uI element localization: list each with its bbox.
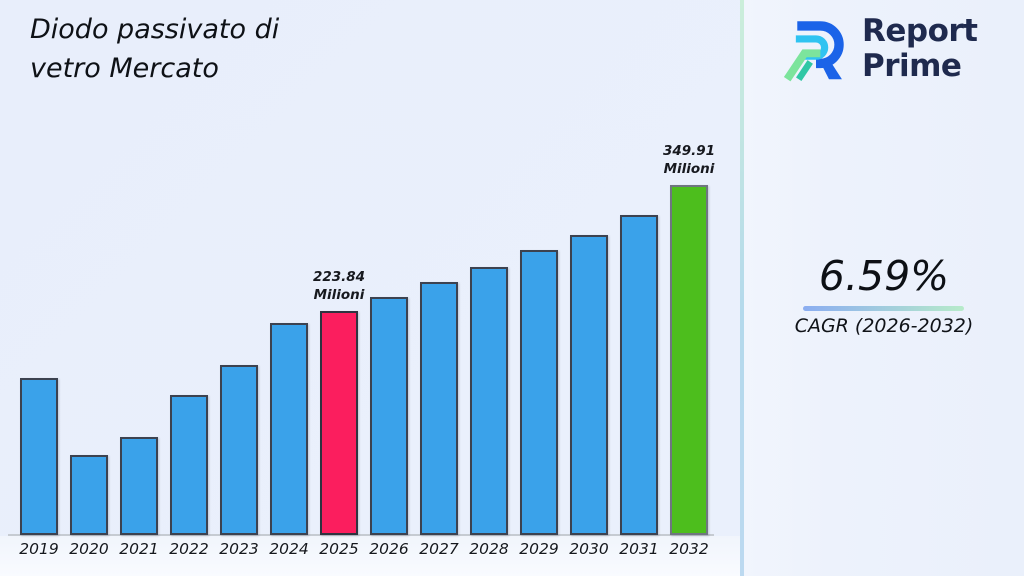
x-axis-line (8, 534, 714, 536)
axis-label-2030: 2030 (569, 540, 609, 558)
axis-label-2021: 2021 (119, 540, 159, 558)
brand-name: Report Prime (862, 12, 978, 84)
bar-2032 (670, 185, 708, 535)
bar-value-label-2032: 349.91 Milioni (662, 143, 716, 177)
bar-2026 (370, 297, 408, 535)
axis-label-2031: 2031 (619, 540, 659, 558)
bar-2031 (620, 215, 658, 535)
axis-label-2027: 2027 (419, 540, 459, 558)
axis-label-2025: 2025 (319, 540, 359, 558)
bar-2029 (520, 250, 558, 535)
axis-label-2022: 2022 (169, 540, 209, 558)
bar-2024 (270, 323, 308, 535)
axis-label-2019: 2019 (19, 540, 59, 558)
axis-label-2029: 2029 (519, 540, 559, 558)
separator-line (740, 0, 744, 576)
brand-name-line1: Report (862, 12, 978, 49)
bar-value-label-2025: 223.84 Milioni (312, 269, 366, 303)
report-prime-logo-icon (783, 21, 844, 82)
axis-label-2028: 2028 (469, 540, 509, 558)
bar-2019 (20, 378, 58, 535)
axis-label-2032: 2032 (669, 540, 709, 558)
axis-label-2020: 2020 (69, 540, 109, 558)
bar-2020 (70, 455, 108, 535)
brand-logo: Report Prime (780, 10, 978, 88)
cagr-value: 6.59% (818, 252, 950, 300)
bar-2027 (420, 282, 458, 535)
bar-2025 (320, 311, 358, 535)
bar-2022 (170, 395, 208, 535)
bar-2028 (470, 267, 508, 535)
page-title: Diodo passivato di vetro Mercato (30, 14, 280, 85)
bar-2023 (220, 365, 258, 535)
cagr-label: CAGR (2026-2032) (794, 315, 974, 337)
bar-2030 (570, 235, 608, 535)
brand-name-line2: Prime (862, 48, 962, 84)
cagr-underline (803, 306, 964, 311)
axis-label-2023: 2023 (219, 540, 259, 558)
axis-label-2024: 2024 (269, 540, 309, 558)
bar-2021 (120, 437, 158, 535)
axis-label-2026: 2026 (369, 540, 409, 558)
right-panel (744, 0, 1024, 576)
axis-footer-band (0, 536, 740, 576)
